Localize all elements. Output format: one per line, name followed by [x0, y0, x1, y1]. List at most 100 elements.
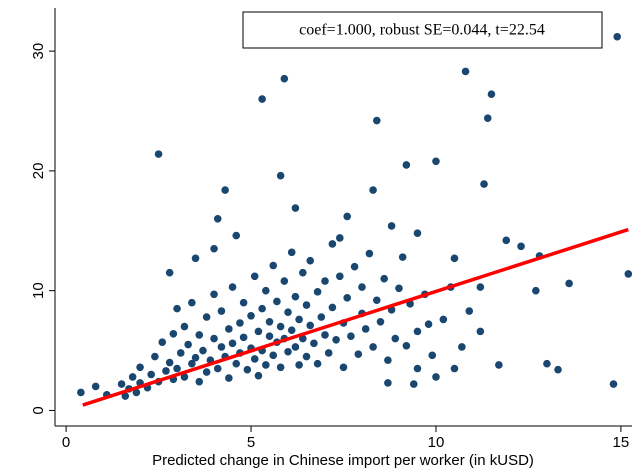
point [284, 308, 292, 317]
point [213, 214, 222, 223]
point [265, 332, 274, 340]
point [225, 374, 233, 382]
point [184, 340, 192, 349]
point [439, 315, 448, 324]
point [217, 307, 226, 315]
point [276, 322, 285, 331]
point [310, 339, 318, 348]
point [321, 331, 329, 339]
point [532, 286, 540, 295]
point [191, 353, 200, 362]
y-tick-label: 30 [30, 43, 47, 60]
point [313, 288, 322, 296]
point [162, 367, 170, 375]
point [502, 236, 511, 245]
point [195, 377, 204, 386]
point [269, 261, 278, 270]
point [210, 290, 218, 299]
y-tick-label: 0 [30, 406, 47, 414]
point [265, 317, 274, 326]
point [213, 364, 222, 373]
point [221, 186, 229, 194]
point [250, 355, 259, 363]
point [328, 240, 337, 248]
point [191, 254, 200, 263]
point [217, 343, 226, 351]
point [199, 346, 207, 355]
point [350, 262, 359, 271]
point [117, 380, 126, 388]
fit-line [82, 227, 629, 407]
point [154, 150, 163, 158]
point [402, 161, 411, 169]
point [476, 327, 485, 336]
point [299, 268, 307, 277]
point [398, 253, 407, 261]
point [336, 234, 344, 242]
point [188, 359, 196, 368]
point [613, 32, 622, 41]
point [287, 326, 296, 334]
point [565, 279, 573, 288]
x-tick-label: 0 [62, 434, 70, 451]
point [302, 352, 311, 361]
point [372, 296, 381, 305]
point [391, 334, 400, 343]
point [258, 304, 266, 313]
point [328, 303, 337, 312]
point [77, 388, 85, 397]
point [121, 392, 130, 400]
point [413, 327, 422, 336]
x-tick-label: 15 [613, 434, 630, 451]
point [258, 95, 266, 103]
point [291, 292, 300, 301]
point [450, 254, 459, 263]
point [358, 283, 366, 291]
point [254, 371, 263, 380]
point [369, 343, 377, 351]
point [487, 90, 496, 99]
y-tick-label: 10 [30, 282, 47, 299]
point [313, 359, 322, 368]
point [228, 283, 237, 291]
point [339, 363, 348, 372]
point [295, 315, 303, 324]
point [250, 272, 259, 281]
point [306, 321, 315, 330]
point [232, 359, 241, 368]
point [210, 334, 218, 343]
point [239, 298, 248, 307]
point [236, 319, 244, 327]
point [465, 307, 474, 315]
point [306, 256, 315, 265]
point [354, 350, 363, 358]
point [195, 331, 204, 339]
point [276, 171, 285, 180]
point [291, 343, 300, 351]
point [543, 359, 551, 368]
point [173, 304, 181, 313]
point [321, 277, 329, 285]
point [476, 283, 485, 291]
point [343, 212, 351, 221]
point [254, 327, 263, 336]
point [132, 388, 141, 397]
point [202, 313, 211, 321]
point [432, 157, 440, 166]
point [302, 301, 311, 309]
point [554, 365, 562, 374]
point [165, 268, 174, 277]
point [365, 249, 374, 258]
point [165, 358, 174, 367]
point [176, 349, 185, 357]
point [483, 114, 492, 122]
point [158, 338, 167, 346]
point [284, 347, 292, 356]
point [424, 320, 433, 328]
point [432, 373, 440, 381]
point [361, 325, 370, 333]
point [387, 222, 396, 230]
point [128, 373, 137, 381]
point [495, 361, 503, 369]
